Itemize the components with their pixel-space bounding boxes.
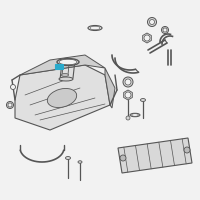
Circle shape [123,77,133,87]
Circle shape [184,147,190,153]
Polygon shape [20,55,105,75]
Circle shape [126,116,130,120]
Polygon shape [15,65,110,130]
FancyBboxPatch shape [55,64,63,69]
Circle shape [162,26,168,33]
Circle shape [144,35,150,41]
Ellipse shape [88,25,102,30]
Ellipse shape [62,73,68,76]
Circle shape [125,92,131,98]
Polygon shape [124,90,132,100]
Circle shape [8,103,12,107]
Polygon shape [118,138,192,173]
Ellipse shape [140,98,146,102]
Ellipse shape [47,88,77,108]
Circle shape [120,155,126,161]
Ellipse shape [59,77,73,81]
Circle shape [125,79,131,85]
Circle shape [148,18,156,26]
Circle shape [10,84,16,90]
Ellipse shape [66,156,70,160]
Circle shape [150,20,154,24]
Polygon shape [105,68,115,108]
Ellipse shape [78,161,82,163]
Ellipse shape [130,113,140,117]
Circle shape [6,102,14,108]
Ellipse shape [57,58,79,66]
Circle shape [163,28,167,32]
Polygon shape [143,33,151,43]
